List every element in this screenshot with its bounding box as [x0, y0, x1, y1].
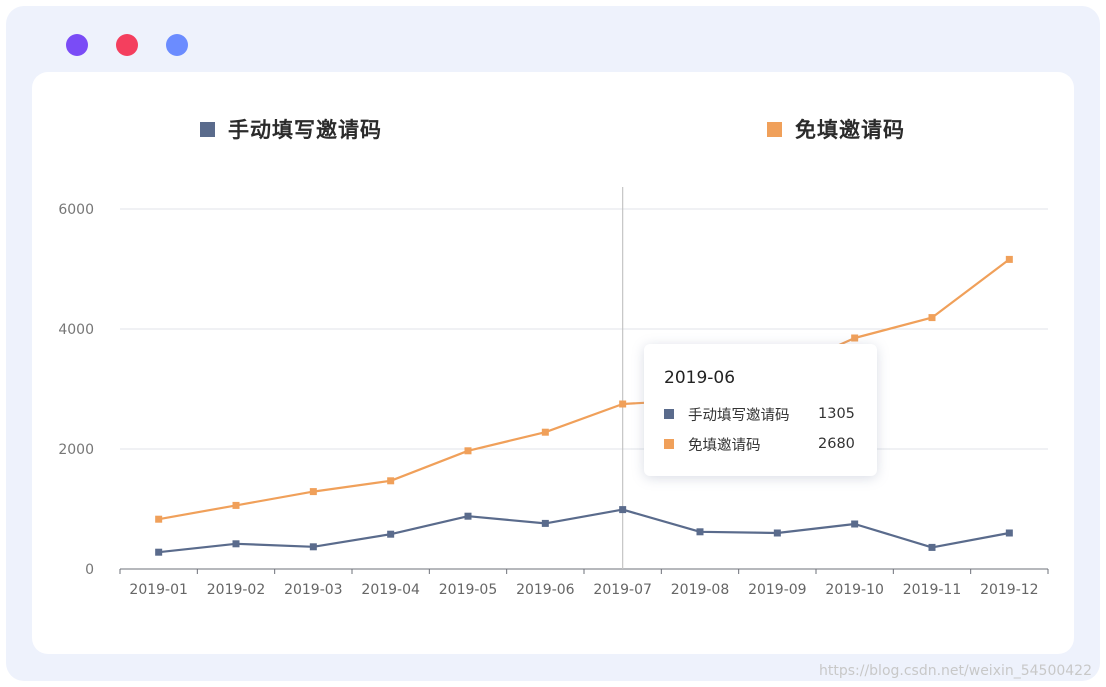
data-point-s1-5 [541, 428, 549, 436]
data-point-s1-6 [619, 400, 627, 408]
data-point-s0-10 [928, 543, 936, 551]
data-point-s0-6 [619, 506, 627, 514]
x-tick-label-2019-11: 2019-11 [903, 582, 962, 598]
tooltip-label-auto: 免填邀请码 [688, 437, 761, 454]
data-point-s1-0 [155, 515, 163, 523]
x-tick-label-2019-01: 2019-01 [129, 582, 188, 598]
window-dot-red[interactable] [116, 34, 138, 56]
x-tick-label-2019-04: 2019-04 [361, 582, 420, 598]
data-point-s1-10 [928, 314, 936, 322]
data-point-s0-2 [309, 543, 317, 551]
legend-item-auto[interactable]: 免填邀请码 [767, 114, 905, 144]
data-point-s0-4 [464, 512, 472, 520]
legend-swatch-manual [200, 121, 215, 137]
tooltip-value-manual: 1305 [818, 406, 855, 422]
data-point-s0-3 [387, 530, 395, 538]
window-frame: 手动填写邀请码 免填邀请码 0 2000 4000 6000 2019-01 2019-0… [6, 6, 1100, 681]
window-dot-blue[interactable] [166, 34, 188, 56]
legend-swatch-auto [767, 121, 782, 137]
legend-label-auto: 免填邀请码 [795, 119, 905, 142]
y-tick-label-0: 0 [85, 562, 94, 578]
chart-tooltip: 2019-06 手动填写邀请码 1305 免填邀请码 2680 [644, 344, 877, 476]
x-tick-label-2019-05: 2019-05 [439, 582, 498, 598]
data-point-s1-11 [1005, 255, 1013, 263]
data-point-s1-1 [232, 501, 240, 509]
x-tick-label-2019-07: 2019-07 [593, 582, 652, 598]
data-point-s0-5 [541, 519, 549, 527]
legend-item-manual[interactable]: 手动填写邀请码 [200, 114, 382, 144]
tooltip-title: 2019-06 [664, 368, 736, 388]
y-tick-label-6000: 6000 [58, 202, 94, 218]
tooltip-swatch-manual [664, 409, 674, 419]
data-point-s1-3 [387, 477, 395, 485]
tooltip-label-manual: 手动填写邀请码 [688, 407, 790, 424]
tooltip-swatch-auto [664, 439, 674, 449]
data-point-s1-4 [464, 447, 472, 455]
x-tick-label-2019-03: 2019-03 [284, 582, 343, 598]
data-point-s0-1 [232, 540, 240, 548]
x-tick-label-2019-10: 2019-10 [825, 582, 884, 598]
x-tick-label-2019-02: 2019-02 [207, 582, 266, 598]
chart-card: 手动填写邀请码 免填邀请码 0 2000 4000 6000 2019-01 2019-0… [32, 72, 1074, 654]
data-point-s1-2 [309, 488, 317, 496]
x-tick-label-2019-08: 2019-08 [671, 582, 730, 598]
legend-label-manual: 手动填写邀请码 [228, 119, 382, 142]
x-tick-label-2019-09: 2019-09 [748, 582, 807, 598]
data-point-s1-9 [851, 334, 859, 342]
data-point-s0-7 [696, 528, 704, 536]
window-dot-purple[interactable] [66, 34, 88, 56]
x-tick-label-2019-12: 2019-12 [980, 582, 1039, 598]
line-chart[interactable]: 0 2000 4000 6000 2019-01 2019-02 2019-03 2019-0… [32, 72, 1074, 654]
watermark: https://blog.csdn.net/weixin_54500422 [818, 663, 1092, 679]
tooltip-value-auto: 2680 [818, 436, 855, 452]
data-point-s0-9 [851, 520, 859, 528]
y-tick-label-2000: 2000 [58, 442, 94, 458]
tooltip-row-manual: 手动填写邀请码 1305 [664, 404, 855, 424]
series-line-1 [158, 258, 1010, 521]
series-line-0 [158, 508, 1010, 554]
data-point-s0-11 [1005, 529, 1013, 537]
data-point-s0-8 [773, 529, 781, 537]
tooltip-row-auto: 免填邀请码 2680 [664, 434, 855, 454]
x-tick-label-2019-06: 2019-06 [516, 582, 575, 598]
y-tick-label-4000: 4000 [58, 322, 94, 338]
data-point-s0-0 [155, 548, 163, 556]
